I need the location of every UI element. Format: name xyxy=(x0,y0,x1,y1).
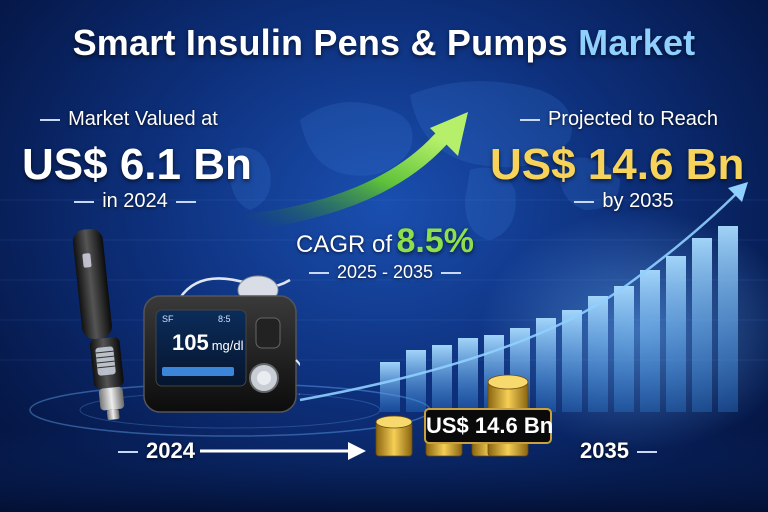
projected-label: Projected to Reach xyxy=(547,108,719,130)
timeline-start: 2024 xyxy=(110,438,195,464)
cagr-period-row: 2025 - 2035 xyxy=(290,262,480,283)
divider xyxy=(118,451,138,454)
glucose-unit: mg/dl xyxy=(211,338,244,353)
insulin-pump-icon xyxy=(143,275,300,413)
divider xyxy=(74,200,95,203)
timeline-end-year: 2035 xyxy=(580,438,629,463)
title-main: Smart Insulin Pens & Pumps xyxy=(72,22,568,63)
cagr-block: CAGR of 8.5% xyxy=(280,222,490,261)
market-valued-label: Market Valued at xyxy=(68,108,218,130)
projected-value-2035: US$ 14.6 Bn xyxy=(490,140,745,189)
insulin-pen-icon xyxy=(72,228,125,420)
right-label-row: Projected to Reach xyxy=(500,108,730,131)
left-label-row: Market Valued at xyxy=(30,108,220,131)
coin-value-badge: US$ 14.6 Bn xyxy=(424,408,553,444)
projected-year-label: by 2035 xyxy=(602,190,674,212)
screen-top-right: 8:5 xyxy=(218,314,231,324)
timeline-end: 2035 xyxy=(580,438,665,464)
glucose-reading: 105 mg/dl xyxy=(172,330,244,356)
right-year-row: by 2035 xyxy=(540,190,700,213)
left-year-row: in 2024 xyxy=(55,190,215,213)
divider xyxy=(636,451,657,454)
market-value-2024: US$ 6.1 Bn xyxy=(22,140,252,189)
glucose-value: 105 xyxy=(172,330,209,355)
cagr-period: 2025 - 2035 xyxy=(336,262,434,282)
screen-top-left: SF xyxy=(162,314,174,324)
page-title: Smart Insulin Pens & Pumps Market xyxy=(0,22,768,64)
divider xyxy=(308,272,329,275)
divider xyxy=(574,200,595,203)
title-highlight: Market xyxy=(578,22,696,63)
cagr-prefix: CAGR of xyxy=(296,231,393,258)
market-year-label: in 2024 xyxy=(102,190,168,212)
divider xyxy=(175,200,196,203)
timeline-start-year: 2024 xyxy=(146,438,195,463)
cagr-value: 8.5% xyxy=(396,222,474,260)
divider xyxy=(519,118,540,121)
divider xyxy=(441,272,462,275)
divider xyxy=(40,118,61,121)
